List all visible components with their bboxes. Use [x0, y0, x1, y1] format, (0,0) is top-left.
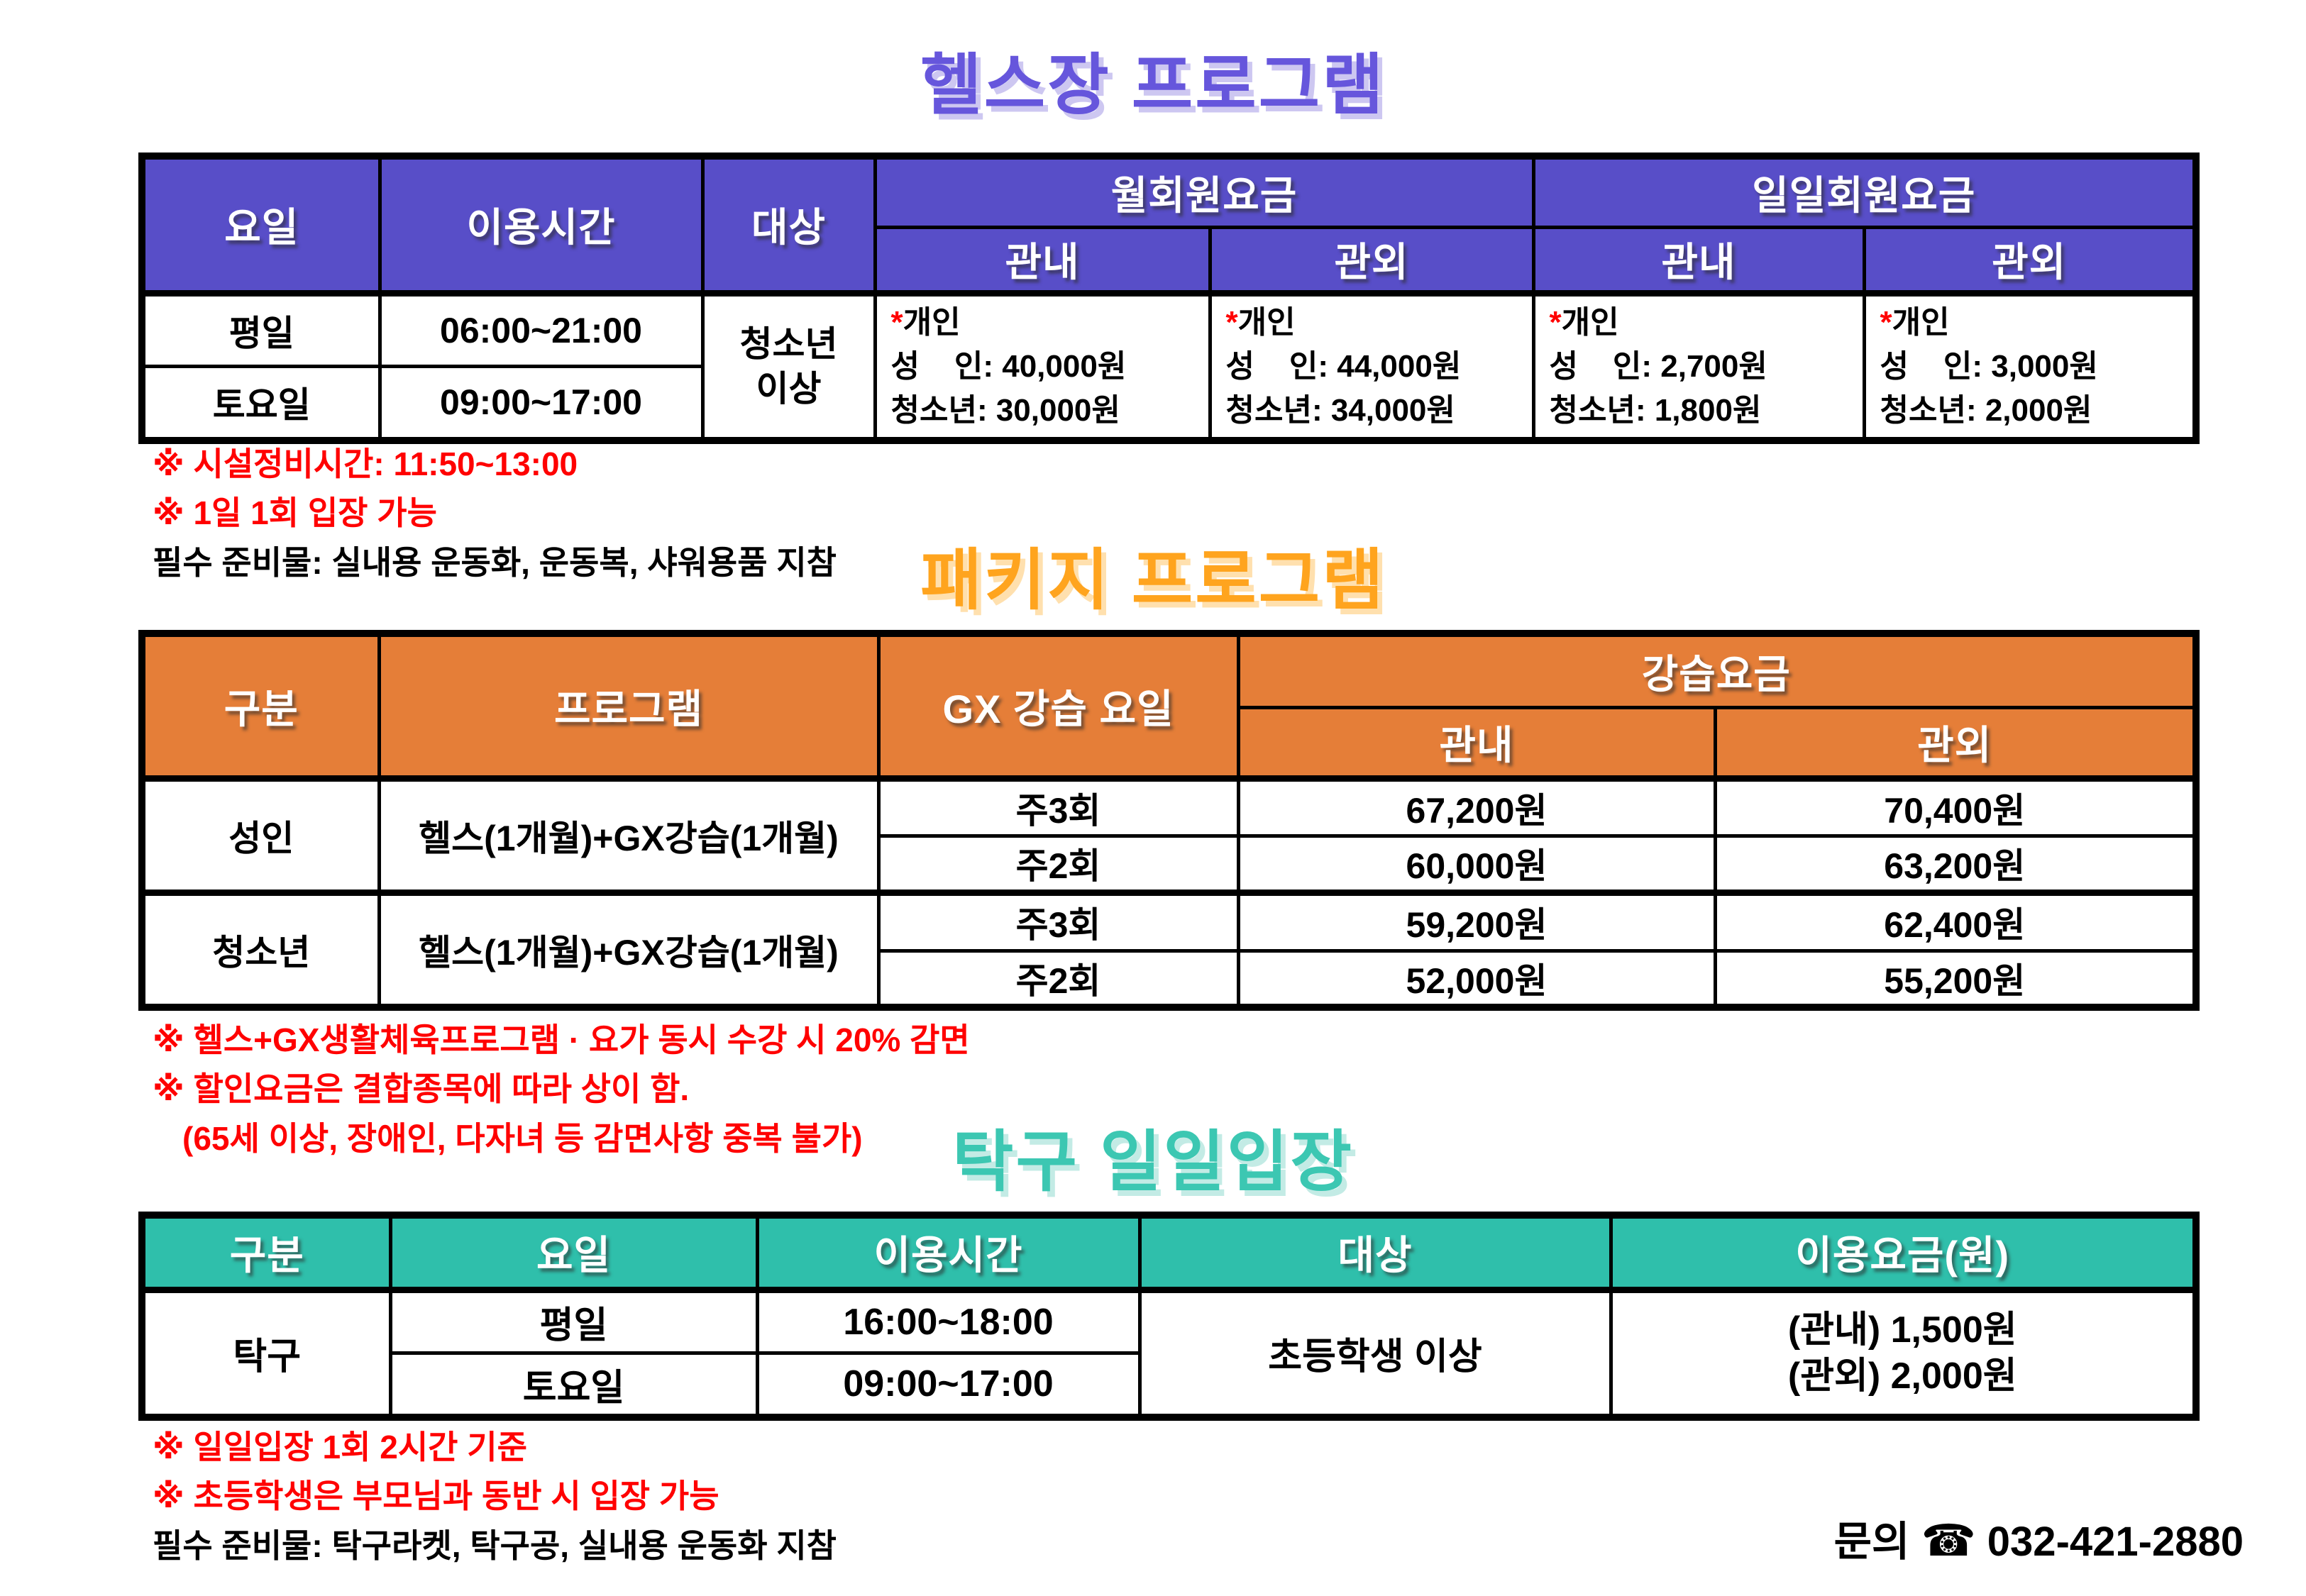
pkg-header-gx-days: GX 강습 요일 [876, 631, 1240, 780]
gym-note-entry-limit: ※ 1일 1회 입장 가능 [153, 494, 437, 532]
pkg-header-fee: 강습요금 [1236, 631, 2198, 709]
gym-cell-saturday: 토요일 [140, 365, 382, 442]
pkg-cell-fee-outside: 63,200원 [1713, 833, 2198, 894]
asterisk: * [1225, 304, 1238, 340]
pkg-cell-freq: 주3회 [876, 889, 1240, 953]
tt-cell-saturday-time: 09:00~17:00 [755, 1351, 1142, 1419]
package-title: 패키지 프로그램 [920, 543, 1386, 617]
fee-youth: 청소년: 34,000원 [1225, 392, 1455, 428]
gym-header-monthly-inside: 관내 [873, 225, 1212, 295]
gym-note-maintenance: ※ 시설정비시간: 11:50~13:00 [153, 445, 578, 482]
gym-table: 요일 이용시간 대상 월회원요금 일일회원요금 관내 관외 관내 관외 평일 0… [138, 153, 2200, 444]
gym-fee-daily-inside: *개인 성 인: 2,700원 청소년: 1,800원 [1531, 289, 1866, 442]
gym-fee-monthly-inside: *개인 성 인: 40,000원 청소년: 30,000원 [873, 289, 1212, 442]
pkg-cell-freq: 주2회 [876, 833, 1240, 894]
gym-title: 헬스장 프로그램 [920, 48, 1386, 122]
tt-header-fee: 이용요금(원) [1609, 1213, 2198, 1292]
fee-youth: 청소년: 2,000원 [1880, 392, 2092, 428]
fee-youth: 청소년: 1,800원 [1549, 392, 1762, 428]
pkg-note-discount: ※ 헬스+GX생활체육프로그램 · 요가 동시 수강 시 20% 감면 [153, 1021, 970, 1058]
tt-header-group: 구분 [140, 1213, 392, 1292]
tt-cell-weekday-time: 16:00~18:00 [755, 1286, 1142, 1355]
gym-cell-saturday-time: 09:00~17:00 [377, 365, 705, 442]
pkg-header-outside: 관외 [1713, 705, 2198, 780]
fee-adult: 성 인: 40,000원 [890, 348, 1127, 384]
phone-icon: ☎ [1921, 1517, 1976, 1565]
fee-adult: 성 인: 3,000원 [1880, 348, 2098, 384]
fee-head: 개인 [1561, 304, 1619, 340]
fee-head: 개인 [1892, 304, 1950, 340]
pkg-cell-fee-outside: 62,400원 [1713, 889, 2198, 953]
tt-cell-target: 초등학생 이상 [1137, 1286, 1613, 1419]
contact-info: 문의 ☎ 032-421-2880 [1834, 1508, 2244, 1568]
pkg-cell-adult-program: 헬스(1개월)+GX강습(1개월) [377, 775, 881, 894]
gym-cell-weekday: 평일 [140, 289, 382, 369]
pkg-cell-freq: 주2회 [876, 948, 1240, 1009]
tt-cell-fee: (관내) 1,500원 (관외) 2,000원 [1609, 1286, 2198, 1419]
gym-header-monthly-outside: 관외 [1208, 225, 1535, 295]
gym-note-supplies: 필수 준비물: 실내용 운동화, 운동복, 샤워용품 지참 [153, 543, 837, 581]
pkg-header-program: 프로그램 [377, 631, 881, 780]
tabletennis-table: 구분 요일 이용시간 대상 이용요금(원) 탁구 평일 16:00~18:00 … [138, 1212, 2200, 1421]
tt-cell-weekday: 평일 [388, 1286, 759, 1355]
gym-cell-target: 청소년 이상 [700, 289, 877, 442]
gym-header-daily-inside: 관내 [1531, 225, 1866, 295]
fee-head: 개인 [1237, 304, 1296, 340]
pkg-header-inside: 관내 [1236, 705, 1717, 780]
contact-number: 032-421-2880 [1987, 1519, 2244, 1565]
tt-note-duration: ※ 일일입장 1회 2시간 기준 [153, 1429, 527, 1465]
tt-header-time: 이용시간 [755, 1213, 1142, 1292]
tt-cell-group: 탁구 [140, 1286, 392, 1419]
gym-notes: ※ 시설정비시간: 11:50~13:00 ※ 1일 1회 입장 가능 필수 준… [153, 447, 837, 594]
contact-label: 문의 [1833, 1519, 1910, 1565]
pkg-header-group: 구분 [140, 631, 381, 780]
gym-fee-monthly-outside: *개인 성 인: 44,000원 청소년: 34,000원 [1208, 289, 1535, 442]
pkg-cell-adult: 성인 [140, 775, 381, 894]
tt-cell-saturday: 토요일 [388, 1351, 759, 1419]
asterisk: * [1880, 304, 1892, 340]
pkg-cell-fee-outside: 70,400원 [1713, 775, 2198, 838]
package-table: 구분 프로그램 GX 강습 요일 강습요금 관내 관외 성인 헬스(1개월)+G… [138, 630, 2200, 1011]
gym-header-monthly-fee: 월회원요금 [873, 154, 1535, 229]
tabletennis-notes: ※ 일일입장 1회 2시간 기준 ※ 초등학생은 부모님과 동반 시 입장 가능… [153, 1430, 837, 1578]
pkg-cell-fee-outside: 55,200원 [1713, 948, 2198, 1009]
pkg-cell-fee-inside: 67,200원 [1236, 775, 1717, 838]
pkg-cell-youth-program: 헬스(1개월)+GX강습(1개월) [377, 889, 881, 1009]
gym-header-time: 이용시간 [377, 154, 705, 295]
pkg-cell-youth: 청소년 [140, 889, 381, 1009]
gym-header-daily-fee: 일일회원요금 [1531, 154, 2198, 229]
pkg-cell-freq: 주3회 [876, 775, 1240, 838]
fee-adult: 성 인: 2,700원 [1549, 348, 1767, 384]
gym-header-daily-outside: 관외 [1862, 225, 2198, 295]
tt-note-supplies: 필수 준비물: 탁구라켓, 탁구공, 실내용 운동화 지참 [153, 1526, 837, 1564]
gym-header-target: 대상 [700, 154, 877, 295]
pkg-note-variation: ※ 할인요금은 결합종목에 따라 상이 함. [153, 1070, 690, 1108]
tabletennis-title: 탁구 일일입장 [952, 1124, 1354, 1199]
asterisk: * [890, 304, 903, 340]
pkg-cell-fee-inside: 60,000원 [1236, 833, 1717, 894]
tt-note-children: ※ 초등학생은 부모님과 동반 시 입장 가능 [153, 1478, 719, 1515]
gym-fee-daily-outside: *개인 성 인: 3,000원 청소년: 2,000원 [1862, 289, 2198, 442]
package-notes: ※ 헬스+GX생활체육프로그램 · 요가 동시 수강 시 20% 감면 ※ 할인… [153, 1023, 970, 1170]
asterisk: * [1549, 304, 1562, 340]
pkg-note-no-duplicate: (65세 이상, 장애인, 다자녀 등 감면사항 중복 불가) [182, 1119, 863, 1157]
fee-adult: 성 인: 44,000원 [1225, 348, 1462, 384]
pkg-cell-fee-inside: 59,200원 [1236, 889, 1717, 953]
tt-header-day: 요일 [388, 1213, 759, 1292]
fee-head: 개인 [903, 304, 961, 340]
pkg-cell-fee-inside: 52,000원 [1236, 948, 1717, 1009]
fee-youth: 청소년: 30,000원 [890, 392, 1120, 428]
gym-cell-weekday-time: 06:00~21:00 [377, 289, 705, 369]
tt-header-target: 대상 [1137, 1213, 1613, 1292]
gym-header-day: 요일 [140, 154, 382, 295]
